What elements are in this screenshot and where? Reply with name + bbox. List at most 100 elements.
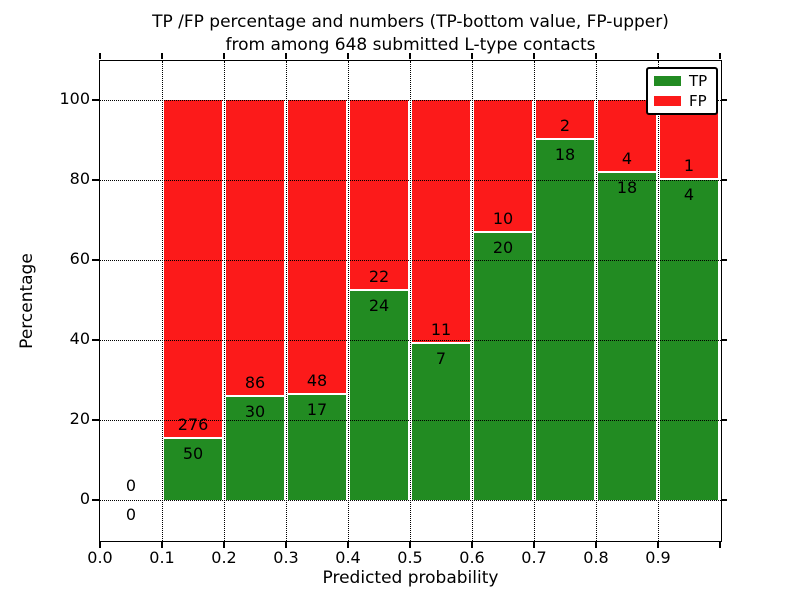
chart-title-line2: from among 648 submitted L-type contacts bbox=[225, 35, 596, 55]
x-tick-mark bbox=[223, 541, 225, 548]
bar-tp-segment bbox=[536, 140, 594, 500]
x-tick-mark-top bbox=[595, 53, 597, 59]
y-tick-mark-right bbox=[722, 179, 727, 181]
x-tick-label: 0.8 bbox=[583, 548, 609, 567]
x-tick-mark-top bbox=[161, 53, 163, 59]
tp-count-label: 24 bbox=[368, 296, 390, 316]
x-tick-label: 0.1 bbox=[149, 548, 175, 567]
y-tick-mark bbox=[92, 99, 99, 101]
y-tick-mark bbox=[92, 499, 99, 501]
bar-tp-segment bbox=[598, 172, 656, 500]
x-tick-mark bbox=[533, 541, 535, 548]
tp-legend-label: TP bbox=[689, 72, 708, 90]
legend-item-tp: TP bbox=[654, 71, 716, 91]
fp-count-label: 2 bbox=[559, 116, 571, 135]
x-tick-mark bbox=[595, 541, 597, 548]
x-tick-mark-top bbox=[657, 53, 659, 59]
y-tick-mark-right bbox=[722, 419, 727, 421]
fp-count-label: 11 bbox=[430, 320, 452, 340]
fp-count-label: 22 bbox=[368, 267, 390, 287]
fp-legend-swatch bbox=[654, 96, 681, 106]
y-axis-label: Percentage bbox=[17, 253, 37, 349]
chart-title-line1: TP /FP percentage and numbers (TP-bottom… bbox=[152, 12, 669, 32]
bar-tp-segment bbox=[412, 344, 470, 500]
fp-count-label: 86 bbox=[244, 372, 266, 392]
bar-tp-segment bbox=[288, 395, 346, 500]
v-gridline bbox=[534, 61, 535, 541]
tp-count-label: 4 bbox=[683, 185, 695, 204]
y-tick-mark bbox=[92, 179, 99, 181]
y-tick-label: 20 bbox=[69, 409, 90, 428]
tp-count-label: 18 bbox=[554, 145, 576, 164]
x-tick-mark bbox=[409, 541, 411, 548]
y-tick-mark-right bbox=[722, 259, 727, 261]
tp-count-label: 20 bbox=[492, 238, 514, 258]
v-gridline bbox=[162, 61, 163, 541]
tp-count-label: 18 bbox=[616, 177, 638, 197]
bar-fp-segment bbox=[350, 100, 408, 292]
x-tick-mark bbox=[285, 541, 287, 548]
x-tick-mark-top bbox=[285, 53, 287, 59]
x-tick-mark bbox=[161, 541, 163, 548]
x-tick-mark-top bbox=[223, 53, 225, 59]
plot-area: TP FP 0 0 276 50 86 30 48 17 22 24 11 7 10 20 2 18 4 18 1 4… bbox=[87, 53, 727, 567]
tp-count-label: 30 bbox=[244, 401, 266, 421]
x-tick-mark bbox=[657, 541, 659, 548]
x-tick-mark bbox=[719, 541, 721, 548]
bar-tp-segment bbox=[350, 291, 408, 500]
tp-count-label: 0 bbox=[125, 505, 137, 524]
x-tick-mark-top bbox=[409, 53, 411, 59]
bar-fp-segment bbox=[412, 100, 470, 345]
x-tick-mark-top bbox=[347, 53, 349, 59]
fp-count-label: 48 bbox=[306, 371, 328, 391]
v-gridline bbox=[658, 61, 659, 541]
x-tick-mark-top bbox=[719, 53, 721, 59]
v-gridline bbox=[596, 61, 597, 541]
x-tick-label: 0.0 bbox=[87, 548, 113, 567]
x-tick-mark-top bbox=[533, 53, 535, 59]
v-gridline bbox=[286, 61, 287, 541]
bar-tp-segment bbox=[226, 396, 284, 500]
x-tick-mark bbox=[347, 541, 349, 548]
y-tick-label: 0 bbox=[79, 489, 90, 508]
legend-item-fp: FP bbox=[654, 91, 716, 111]
x-tick-label: 0.4 bbox=[335, 548, 361, 567]
y-tick-mark bbox=[92, 339, 99, 341]
tp-count-label: 50 bbox=[182, 443, 204, 463]
bar-fp-segment bbox=[288, 100, 346, 396]
fp-count-label: 276 bbox=[177, 414, 209, 434]
fp-count-label: 1 bbox=[683, 156, 695, 175]
v-gridline bbox=[348, 61, 349, 541]
v-gridline bbox=[224, 61, 225, 541]
x-tick-mark-top bbox=[471, 53, 473, 59]
bar-fp-segment bbox=[536, 100, 594, 140]
y-tick-label: 100 bbox=[59, 89, 90, 108]
bar-tp-segment bbox=[164, 438, 222, 500]
fp-count-label: 4 bbox=[621, 148, 633, 168]
tp-count-label: 17 bbox=[306, 400, 328, 420]
tp-legend-swatch bbox=[654, 76, 681, 86]
tp-count-label: 7 bbox=[435, 349, 447, 369]
y-tick-mark-right bbox=[722, 499, 727, 501]
y-tick-mark bbox=[92, 419, 99, 421]
v-gridline bbox=[410, 61, 411, 541]
x-tick-label: 0.5 bbox=[397, 548, 423, 567]
x-tick-label: 0.9 bbox=[645, 548, 671, 567]
fp-count-label: 10 bbox=[492, 209, 514, 229]
x-axis-label: Predicted probability bbox=[322, 568, 499, 588]
x-tick-label: 0.6 bbox=[459, 548, 485, 567]
chart-title: TP /FP percentage and numbers (TP-bottom… bbox=[100, 11, 721, 57]
x-tick-mark bbox=[99, 541, 101, 548]
x-tick-mark-top bbox=[99, 53, 101, 59]
v-gridline bbox=[472, 61, 473, 541]
y-tick-mark-right bbox=[722, 99, 727, 101]
y-tick-label: 40 bbox=[69, 329, 90, 348]
bar-fp-segment bbox=[474, 100, 532, 234]
x-tick-mark bbox=[471, 541, 473, 548]
x-tick-label: 0.2 bbox=[211, 548, 237, 567]
x-tick-label: 0.7 bbox=[521, 548, 547, 567]
y-tick-label: 80 bbox=[69, 169, 90, 188]
x-tick-label: 0.3 bbox=[273, 548, 299, 567]
legend: TP FP bbox=[646, 67, 718, 115]
